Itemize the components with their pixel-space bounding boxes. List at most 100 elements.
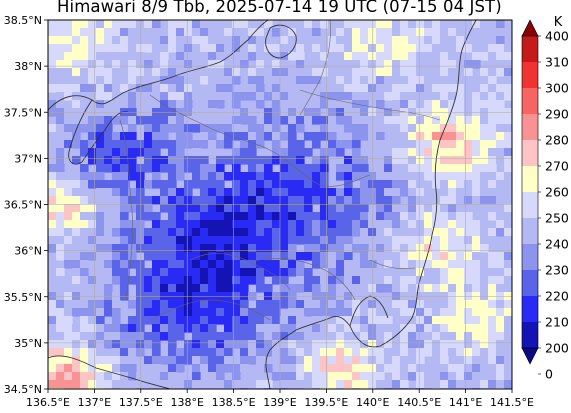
tbb-cell — [328, 220, 337, 229]
tbb-cell — [200, 276, 209, 285]
tbb-cell — [152, 276, 161, 285]
tbb-cell — [248, 316, 257, 325]
tbb-cell — [256, 340, 265, 349]
tbb-cell — [48, 124, 57, 133]
tbb-cell — [296, 164, 305, 173]
tbb-cell — [112, 84, 121, 93]
tbb-cell — [480, 356, 489, 365]
tbb-cell — [488, 124, 497, 133]
tbb-cell — [416, 348, 425, 357]
tbb-cell — [72, 116, 81, 125]
tbb-cell — [136, 36, 145, 45]
tbb-cell — [344, 172, 353, 181]
tbb-cell — [472, 284, 481, 293]
tbb-cell — [112, 204, 121, 213]
tbb-cell — [152, 260, 161, 269]
tbb-cell — [232, 92, 241, 101]
tbb-cell — [80, 196, 89, 205]
tbb-cell — [304, 60, 313, 69]
tbb-cell — [448, 76, 457, 85]
tbb-cell — [200, 156, 209, 165]
tbb-cell — [320, 156, 329, 165]
tbb-cell — [480, 92, 489, 101]
tbb-cell — [112, 100, 121, 109]
tbb-cell — [144, 276, 153, 285]
tbb-cell — [424, 220, 433, 229]
tbb-cell — [96, 20, 105, 29]
tbb-cell — [248, 340, 257, 349]
tbb-cell — [48, 284, 57, 293]
colorbar-band — [522, 62, 538, 88]
tbb-cell — [152, 140, 161, 149]
tbb-cell — [336, 52, 345, 61]
tbb-cell — [56, 340, 65, 349]
tbb-cell — [336, 380, 345, 389]
tbb-cell — [176, 28, 185, 37]
tbb-cell — [384, 284, 393, 293]
tbb-cell — [400, 204, 409, 213]
tbb-cell — [416, 332, 425, 341]
tbb-cell — [256, 372, 265, 381]
tbb-cell — [160, 276, 169, 285]
tbb-cell — [472, 60, 481, 69]
tbb-cell — [264, 204, 273, 213]
tbb-cell — [304, 20, 313, 29]
tbb-cell — [440, 116, 449, 125]
tbb-cell — [432, 28, 441, 37]
tbb-cell — [504, 156, 512, 165]
tbb-cell — [472, 140, 481, 149]
tbb-cell — [256, 196, 265, 205]
tbb-cell — [216, 188, 225, 197]
tbb-cell — [128, 164, 137, 173]
tbb-cell — [128, 132, 137, 141]
tbb-cell — [472, 228, 481, 237]
tbb-cell — [304, 356, 313, 365]
tbb-cell — [64, 180, 73, 189]
tbb-cell — [80, 100, 89, 109]
tbb-cell — [176, 244, 185, 253]
tbb-cell — [248, 276, 257, 285]
tbb-cell — [312, 84, 321, 93]
tbb-cell — [208, 212, 217, 221]
tbb-cell — [400, 156, 409, 165]
tbb-cell — [64, 292, 73, 301]
tbb-cell — [72, 308, 81, 317]
tbb-cell — [112, 244, 121, 253]
tbb-cell — [368, 132, 377, 141]
tbb-cell — [240, 300, 249, 309]
colorbar-level-label: 220 — [545, 289, 569, 304]
tbb-cell — [104, 364, 113, 373]
tbb-cell — [504, 300, 512, 309]
tbb-cell — [408, 60, 417, 69]
tbb-cell — [160, 52, 169, 61]
tbb-cell — [416, 20, 425, 29]
tbb-cell — [496, 308, 505, 317]
border-gunma-tochigi — [269, 149, 371, 187]
tbb-cell — [464, 324, 473, 333]
tbb-cell — [392, 84, 401, 93]
tbb-cell — [56, 188, 65, 197]
tbb-cell — [304, 36, 313, 45]
tbb-cell — [192, 372, 201, 381]
tbb-cell — [192, 220, 201, 229]
tbb-cell — [432, 268, 441, 277]
tbb-cell — [160, 244, 169, 253]
tbb-cell — [200, 260, 209, 269]
tbb-cell — [48, 84, 57, 93]
tbb-cell — [144, 284, 153, 293]
tbb-cell — [384, 212, 393, 221]
tbb-cell — [144, 76, 153, 85]
tbb-cell — [488, 316, 497, 325]
tbb-cell — [72, 20, 81, 29]
tbb-cell — [312, 164, 321, 173]
tbb-cell — [376, 124, 385, 133]
tbb-cell — [88, 124, 97, 133]
tbb-cell — [328, 372, 337, 381]
tbb-cell — [488, 76, 497, 85]
tbb-cell — [272, 92, 281, 101]
tbb-cell — [408, 356, 417, 365]
tbb-cell — [208, 124, 217, 133]
tbb-cell — [224, 212, 233, 221]
tbb-cell — [48, 20, 57, 29]
tbb-cell — [136, 260, 145, 269]
